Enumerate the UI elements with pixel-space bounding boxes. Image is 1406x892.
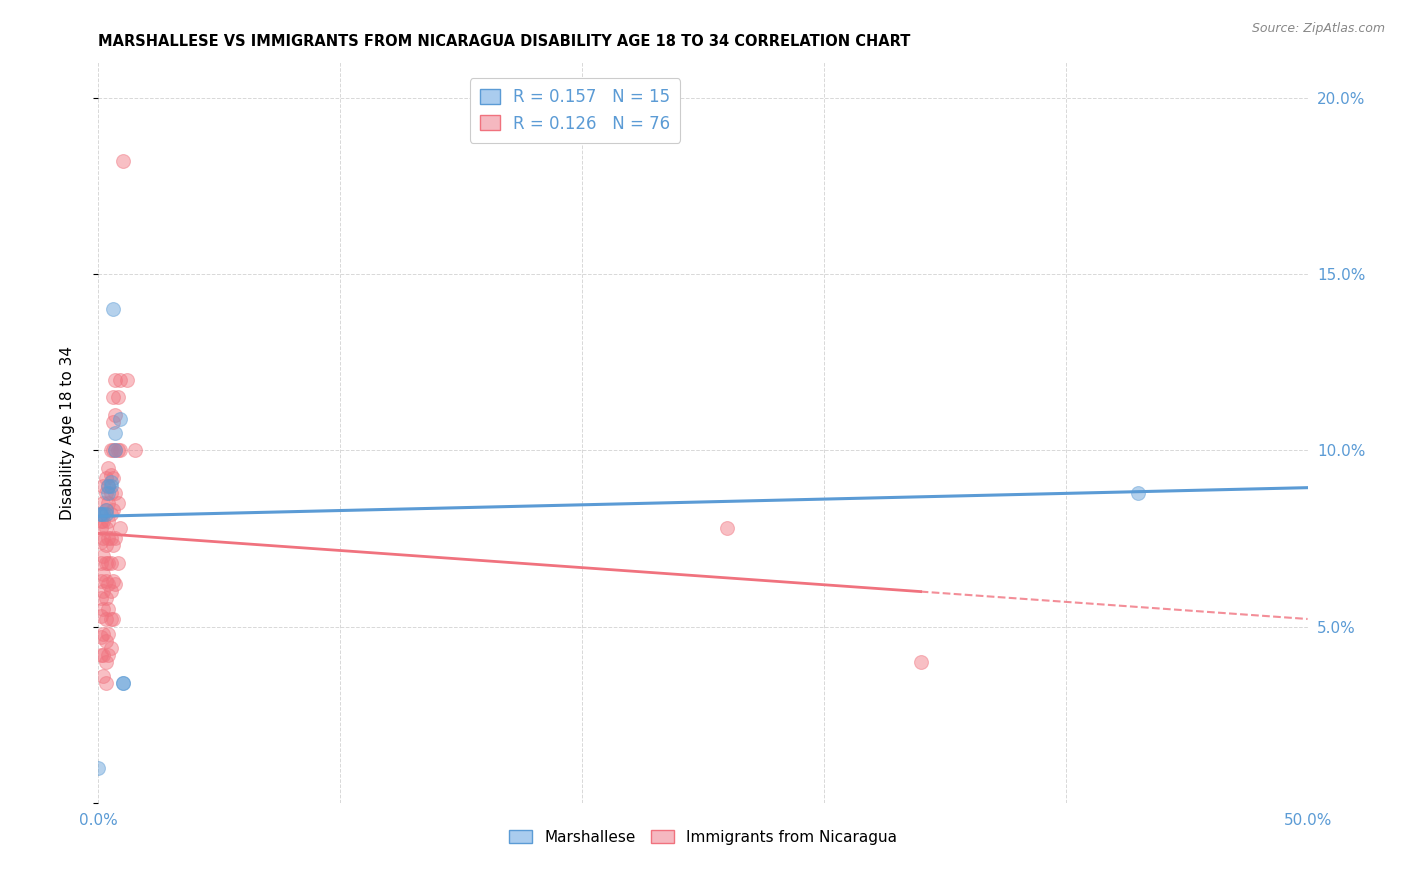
Point	[90, 630, 112, 644]
Point	[87, 760, 110, 774]
Point	[108, 521, 131, 535]
Point	[100, 507, 122, 521]
Point	[100, 467, 122, 482]
Point	[94, 655, 117, 669]
Point	[104, 485, 127, 500]
Point	[91, 496, 114, 510]
Point	[90, 521, 112, 535]
Point	[108, 443, 131, 458]
Point	[90, 574, 112, 588]
Point	[90, 514, 112, 528]
Point	[104, 532, 127, 546]
Point	[91, 626, 114, 640]
Point	[111, 154, 134, 169]
Point	[91, 478, 114, 492]
Point	[91, 584, 114, 599]
Text: Source: ZipAtlas.com: Source: ZipAtlas.com	[1251, 22, 1385, 36]
Point	[100, 532, 122, 546]
Point	[107, 496, 129, 510]
Point	[101, 471, 124, 485]
Point	[101, 538, 124, 552]
Point	[108, 411, 131, 425]
Point	[90, 609, 112, 624]
Point	[101, 302, 124, 317]
Point	[97, 496, 120, 510]
Point	[100, 584, 122, 599]
Point	[94, 556, 117, 570]
Point	[91, 669, 114, 683]
Point	[100, 478, 122, 492]
Point	[91, 648, 114, 662]
Y-axis label: Disability Age 18 to 34: Disability Age 18 to 34	[60, 345, 75, 520]
Point	[89, 507, 111, 521]
Point	[100, 485, 122, 500]
Point	[91, 514, 114, 528]
Point	[107, 443, 129, 458]
Point	[117, 373, 139, 387]
Point	[94, 503, 117, 517]
Point	[104, 443, 127, 458]
Point	[94, 521, 117, 535]
Point	[1128, 485, 1150, 500]
Point	[94, 591, 117, 606]
Point	[97, 648, 120, 662]
Point	[90, 535, 112, 549]
Text: MARSHALLESE VS IMMIGRANTS FROM NICARAGUA DISABILITY AGE 18 TO 34 CORRELATION CHA: MARSHALLESE VS IMMIGRANTS FROM NICARAGUA…	[98, 34, 911, 49]
Point	[101, 503, 124, 517]
Point	[97, 602, 120, 616]
Point	[91, 549, 114, 563]
Point	[104, 577, 127, 591]
Point	[107, 556, 129, 570]
Point	[94, 471, 117, 485]
Point	[97, 478, 120, 492]
Point	[90, 507, 112, 521]
Point	[97, 514, 120, 528]
Point	[94, 633, 117, 648]
Point	[94, 507, 117, 521]
Point	[101, 415, 124, 429]
Point	[104, 425, 127, 440]
Point	[94, 676, 117, 690]
Point	[101, 443, 124, 458]
Point	[716, 521, 738, 535]
Point	[124, 443, 146, 458]
Point	[90, 648, 112, 662]
Point	[91, 566, 114, 581]
Point	[910, 655, 932, 669]
Point	[90, 591, 112, 606]
Point	[101, 574, 124, 588]
Point	[97, 577, 120, 591]
Point	[94, 503, 117, 517]
Point	[100, 443, 122, 458]
Point	[91, 532, 114, 546]
Point	[94, 485, 117, 500]
Point	[91, 507, 114, 521]
Point	[107, 390, 129, 404]
Legend: Marshallese, Immigrants from Nicaragua: Marshallese, Immigrants from Nicaragua	[503, 823, 903, 851]
Point	[91, 602, 114, 616]
Point	[97, 556, 120, 570]
Point	[90, 507, 112, 521]
Point	[104, 408, 127, 422]
Point	[104, 373, 127, 387]
Point	[94, 612, 117, 626]
Point	[94, 574, 117, 588]
Point	[90, 556, 112, 570]
Point	[100, 612, 122, 626]
Point	[108, 373, 131, 387]
Point	[104, 443, 127, 458]
Point	[97, 485, 120, 500]
Point	[94, 538, 117, 552]
Point	[97, 532, 120, 546]
Point	[100, 475, 122, 489]
Point	[97, 461, 120, 475]
Point	[101, 390, 124, 404]
Point	[101, 612, 124, 626]
Point	[100, 640, 122, 655]
Point	[100, 556, 122, 570]
Point	[97, 626, 120, 640]
Point	[111, 676, 134, 690]
Point	[97, 478, 120, 492]
Point	[111, 676, 134, 690]
